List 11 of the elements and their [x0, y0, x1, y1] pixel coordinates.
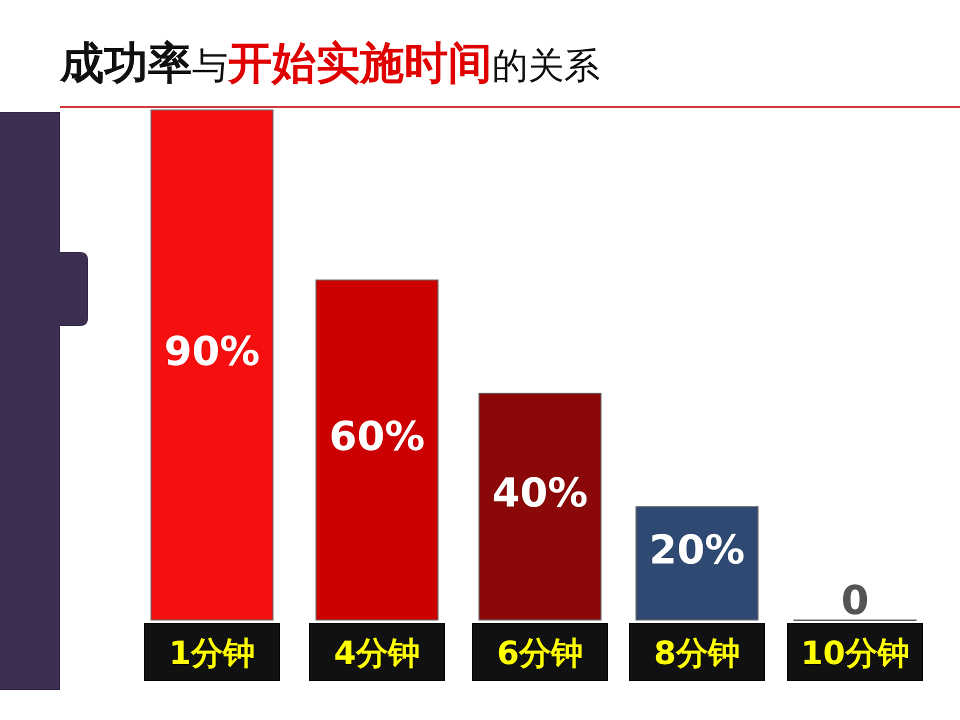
data-label: 0 — [841, 578, 869, 624]
data-label: 60% — [329, 414, 425, 460]
chart-title: 成功率与开始实施时间的关系 — [59, 38, 600, 89]
data-label: 90% — [164, 329, 260, 375]
data-label: 20% — [649, 527, 745, 574]
x-tick-label: 4分钟 — [334, 634, 420, 672]
x-tick-label: 10分钟 — [800, 634, 910, 672]
data-label: 40% — [492, 470, 588, 517]
x-tick-label: 8分钟 — [654, 634, 740, 672]
x-tick-label: 6分钟 — [496, 634, 584, 672]
x-tick-label: 1分钟 — [168, 634, 256, 672]
